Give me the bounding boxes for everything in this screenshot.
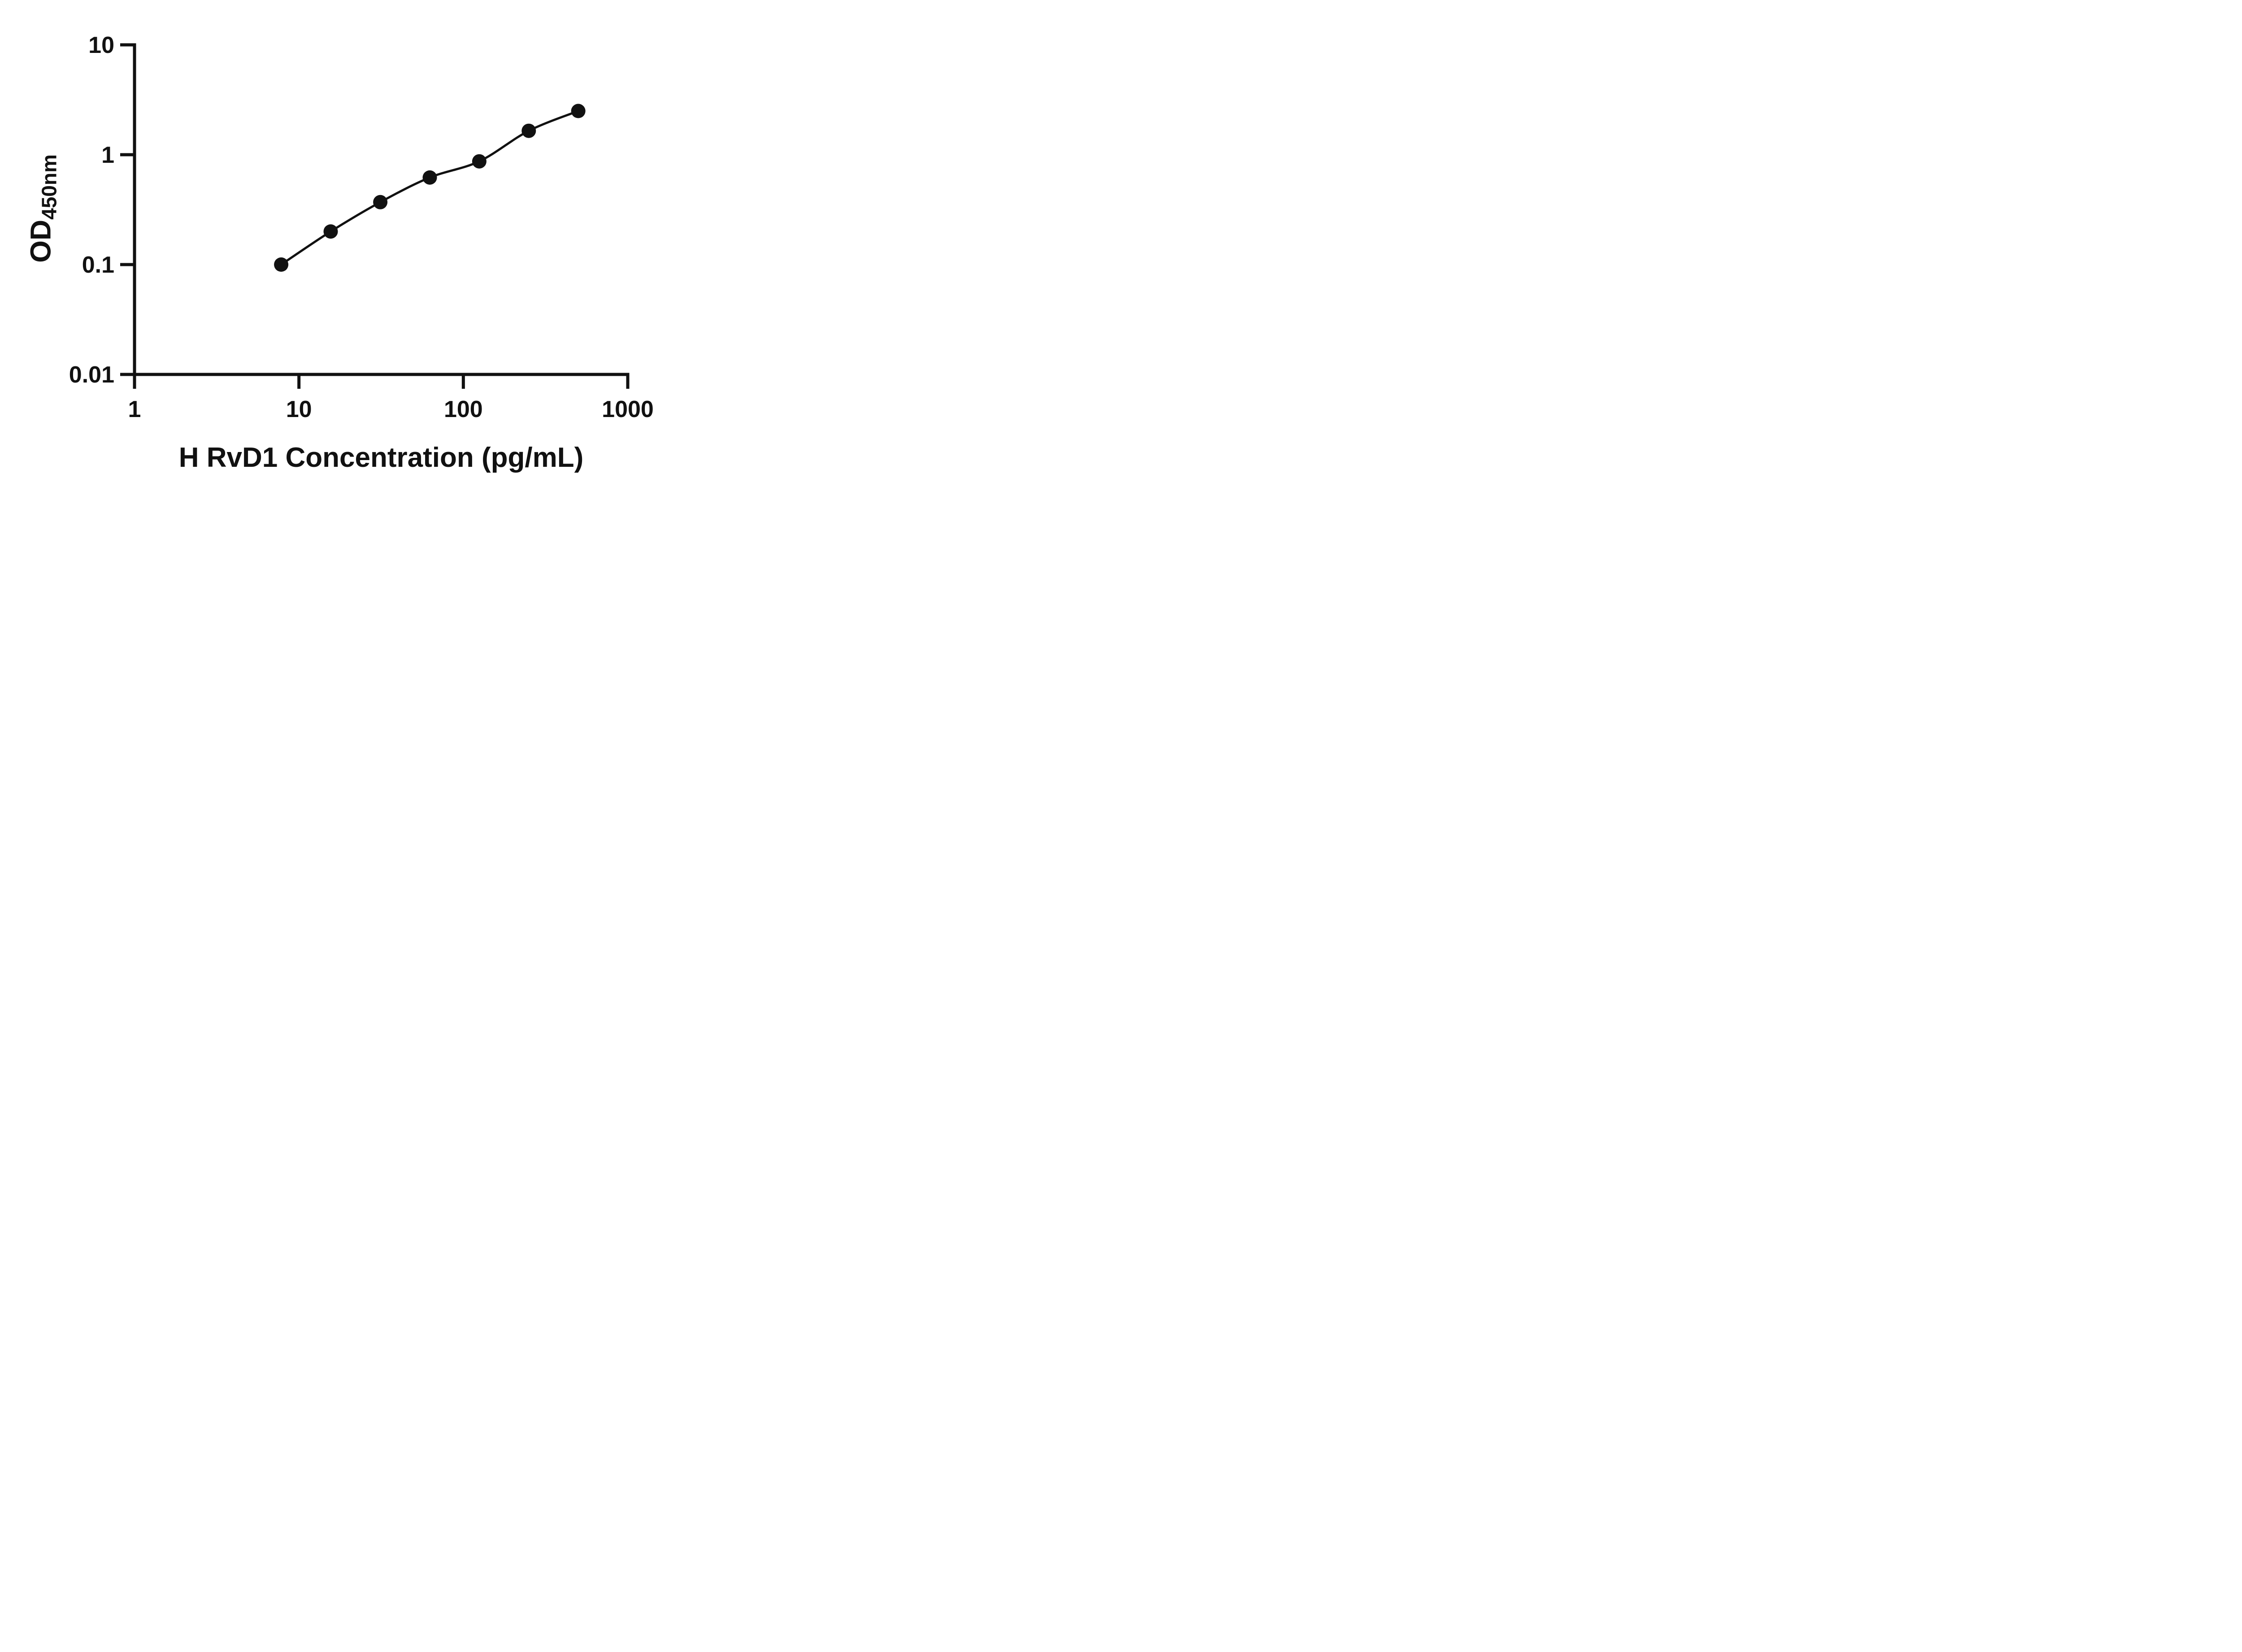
- elisa-standard-curve-chart: 1 10 100 1000 0.01 0.1 1 10 OD450nm H RvD1 Conc…: [0, 0, 691, 496]
- data-point: [422, 170, 437, 185]
- x-tick-label: 100: [444, 396, 483, 422]
- data-point: [521, 123, 536, 138]
- y-tick-label: 0.01: [69, 362, 114, 388]
- y-tick-label: 0.1: [82, 252, 114, 278]
- data-point: [274, 257, 289, 272]
- x-tick-label: 1000: [602, 396, 654, 422]
- y-tick-label: 10: [88, 32, 114, 58]
- y-axis-title-main: OD: [24, 219, 57, 263]
- axes: [133, 43, 630, 376]
- y-tick-label: 1: [101, 142, 114, 168]
- data-point: [571, 104, 586, 118]
- y-axis-title-subscript: 450nm: [37, 154, 61, 220]
- data-point: [472, 154, 487, 169]
- x-tick-label: 10: [286, 396, 312, 422]
- data-point: [373, 195, 388, 209]
- plot-area: 1 10 100 1000 0.01 0.1 1 10: [69, 32, 654, 422]
- x-tick-label: 1: [128, 396, 141, 422]
- x-axis-title: H RvD1 Concentration (pg/mL): [178, 442, 584, 473]
- y-axis-title: OD450nm: [24, 154, 61, 263]
- data-point: [323, 224, 338, 239]
